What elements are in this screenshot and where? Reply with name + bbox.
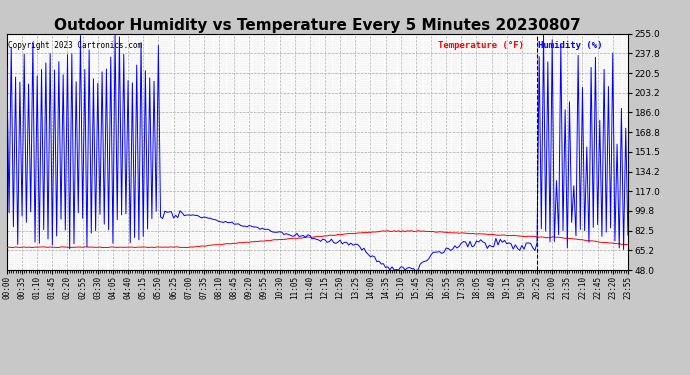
Text: Copyright 2023 Cartronics.com: Copyright 2023 Cartronics.com [8,41,142,50]
Title: Outdoor Humidity vs Temperature Every 5 Minutes 20230807: Outdoor Humidity vs Temperature Every 5 … [54,18,581,33]
Text: Temperature (°F): Temperature (°F) [439,41,524,50]
Text: Humidity (%): Humidity (%) [538,41,602,50]
